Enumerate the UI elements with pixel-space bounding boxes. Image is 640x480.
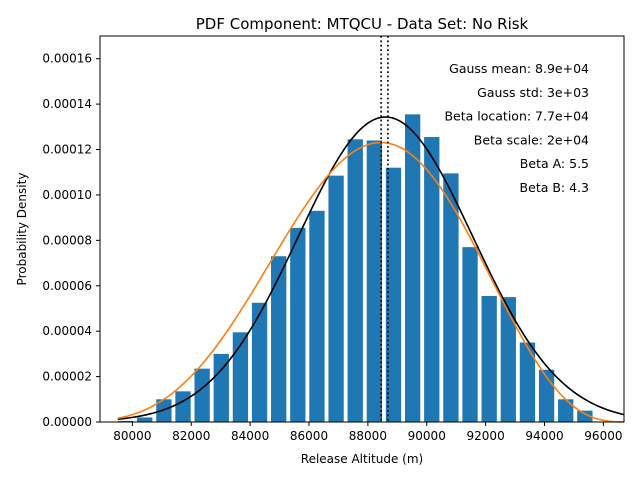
y-tick-label: 0.00016 xyxy=(42,52,92,66)
mean-lines-layer xyxy=(380,36,389,422)
y-tick-label: 0.00004 xyxy=(42,324,92,338)
histogram-bar xyxy=(194,368,210,422)
histogram-bar xyxy=(577,410,593,422)
x-axis-title: Release Altitude (m) xyxy=(301,452,423,466)
plot-frame xyxy=(99,35,625,423)
histogram-bar xyxy=(213,353,229,422)
histogram-bar xyxy=(558,399,574,422)
histogram-bar xyxy=(232,332,249,422)
x-tick-label: 88000 xyxy=(349,429,387,443)
histogram-bar xyxy=(462,247,478,422)
y-tick-label: 0.00012 xyxy=(42,143,92,157)
y-tick-label: 0.00002 xyxy=(42,370,92,384)
histogram-bar xyxy=(385,167,402,422)
x-tick-label: 80000 xyxy=(113,429,151,443)
y-axis: 0.00000 0.00002 0.00004 0.00006 0.00008 0.000… xyxy=(42,52,100,429)
annotation-line: Beta location: 7.7e+04 xyxy=(444,109,589,124)
bars-layer xyxy=(117,114,593,422)
x-tick-label: 90000 xyxy=(408,429,446,443)
x-tick-label: 84000 xyxy=(231,429,269,443)
histogram-bar xyxy=(137,417,153,422)
annotation-line: Beta B: 4.3 xyxy=(520,180,589,195)
y-tick-label: 0.00010 xyxy=(42,188,92,202)
histogram-bar xyxy=(117,420,134,422)
y-tick-label: 0.00014 xyxy=(42,97,92,111)
histogram-bar xyxy=(271,256,287,422)
y-axis-title: Probability Density xyxy=(15,173,29,286)
y-tick-label: 0.00006 xyxy=(42,279,92,293)
histogram-bar xyxy=(175,391,191,422)
histogram-bar xyxy=(481,295,497,422)
x-tick-label: 94000 xyxy=(525,429,563,443)
x-tick-label: 82000 xyxy=(172,429,210,443)
x-tick-label: 92000 xyxy=(467,429,505,443)
annotation-line: Gauss std: 3e+03 xyxy=(477,85,589,100)
histogram-bar xyxy=(443,173,459,422)
histogram-bar xyxy=(519,342,536,422)
histogram-bar xyxy=(156,399,172,422)
histogram-bar xyxy=(251,302,268,422)
annotation-line: Gauss mean: 8.9e+04 xyxy=(449,61,589,76)
annotation-line: Beta A: 5.5 xyxy=(520,156,589,171)
curves-layer xyxy=(117,116,625,423)
x-tick-label: 86000 xyxy=(290,429,328,443)
y-tick-label: 0.00008 xyxy=(42,233,92,247)
histogram-bar xyxy=(404,114,421,422)
histogram-bar xyxy=(500,297,516,422)
histogram-bar xyxy=(290,227,306,422)
chart-title: PDF Component: MTQCU - Data Set: No Risk xyxy=(196,15,529,33)
beta-curve xyxy=(117,141,625,423)
histogram-bar xyxy=(309,210,325,422)
gauss-curve xyxy=(117,116,625,421)
histogram-bar xyxy=(347,139,363,422)
y-tick-label: 0.00000 xyxy=(42,415,92,429)
annotation-line: Beta scale: 2e+04 xyxy=(474,132,589,147)
x-axis: 80000 82000 84000 86000 88000 90000 92000 94000… xyxy=(113,422,622,443)
annotation-box: Gauss mean: 8.9e+04 Gauss std: 3e+03 Beta … xyxy=(444,61,589,195)
x-tick-label: 96000 xyxy=(584,429,622,443)
histogram-bar xyxy=(328,175,344,422)
histogram-bar xyxy=(366,140,383,422)
histogram-bar xyxy=(424,137,440,422)
